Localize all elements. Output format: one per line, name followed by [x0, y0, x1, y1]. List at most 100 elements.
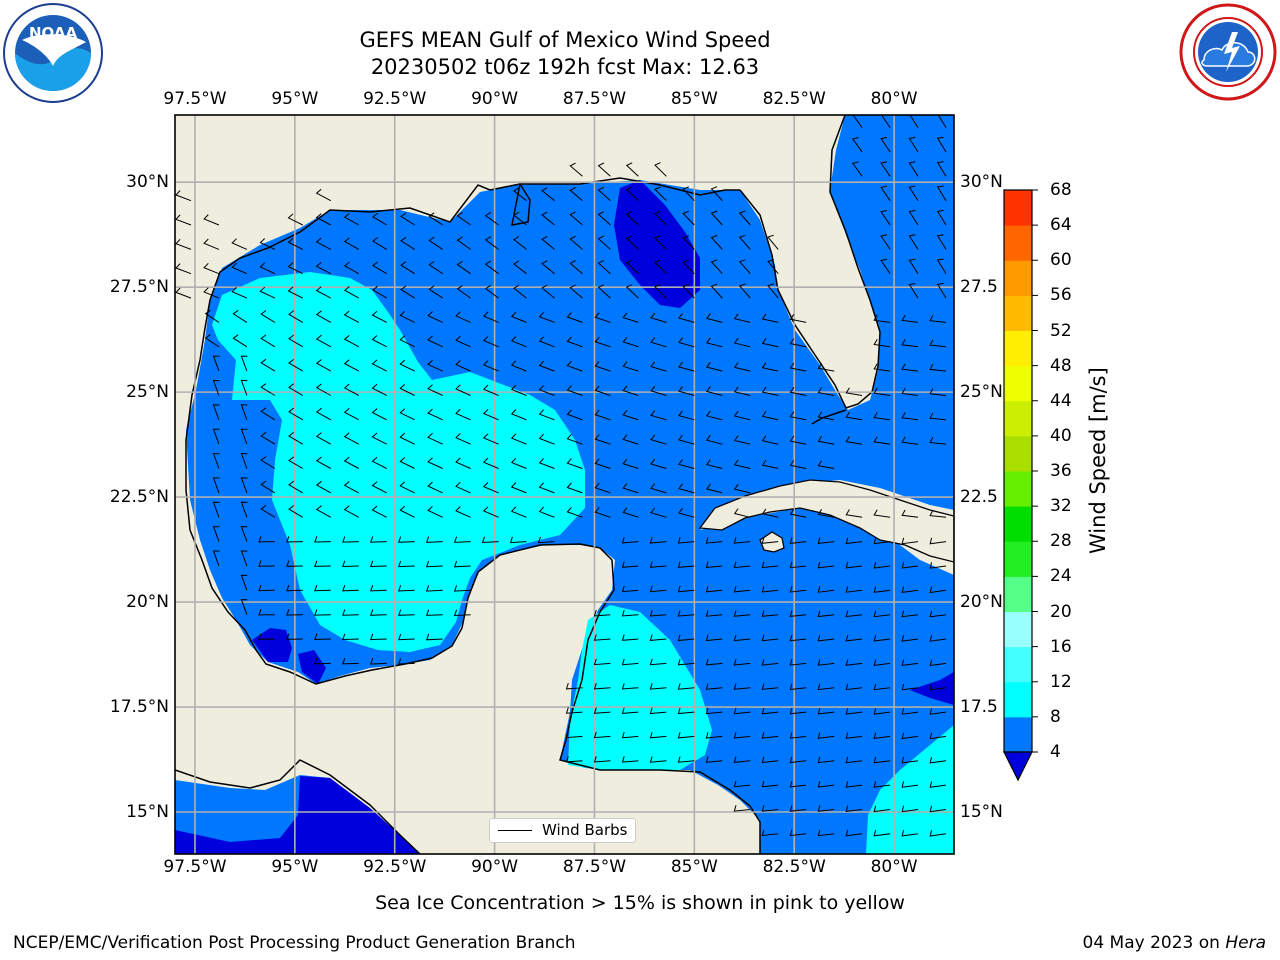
wind-barb: [789, 314, 807, 323]
gulf-wind-8-12-region: [212, 272, 585, 652]
colorbar-tick-label: 68: [1050, 180, 1072, 200]
wind-barb: [761, 338, 779, 348]
wind-barb: [342, 536, 359, 543]
wind-barb: [936, 258, 947, 274]
wind-barb: [908, 185, 919, 201]
noaa-logo-text: NOAA: [29, 24, 78, 42]
wind-barb: [212, 404, 220, 420]
wind-barb: [789, 610, 807, 617]
wind-barb: [901, 562, 919, 569]
wind-barb: [315, 237, 332, 250]
wind-barb: [565, 682, 583, 690]
wind-barb: [705, 610, 723, 617]
wind-barb: [908, 136, 919, 153]
wind-barb: [678, 386, 695, 396]
colorbar-segment: [1004, 611, 1032, 648]
wind-barb: [260, 334, 276, 348]
wind-barb: [288, 359, 304, 372]
calm-region-pacific: [175, 776, 420, 854]
wind-barb: [649, 756, 667, 763]
wind-barb: [484, 284, 499, 299]
colorbar-tick-label: 48: [1050, 355, 1072, 376]
wind-barb: [482, 360, 499, 372]
wind-barb: [287, 213, 304, 226]
wind-barb: [427, 506, 443, 518]
wind-barb: [678, 434, 695, 445]
wind-barb: [622, 458, 639, 469]
wind-barb: [240, 355, 248, 372]
wind-barb: [873, 805, 891, 813]
colorbar-segment: [1004, 260, 1032, 296]
wind-barb: [597, 162, 611, 177]
wind-barb: [873, 756, 891, 764]
wind-barb: [761, 805, 779, 812]
wind-barb: [342, 633, 359, 641]
wind-barb: [371, 456, 387, 469]
wind-barb: [286, 584, 303, 592]
wind-barb: [682, 210, 695, 226]
wind-barb: [682, 235, 695, 250]
wind-barb: [537, 536, 555, 544]
wind-barb: [342, 658, 359, 665]
wind-barb: [649, 658, 667, 666]
footer-machine: Hera: [1225, 933, 1266, 953]
wind-barb: [455, 408, 471, 421]
colorbar-segment: [1004, 365, 1032, 402]
wind-barb: [625, 284, 639, 299]
wind-barb: [288, 480, 304, 494]
wind-barb: [204, 309, 220, 323]
wind-barb: [400, 261, 415, 275]
wind-barb: [873, 781, 891, 788]
wind-barb: [650, 434, 667, 445]
wind-barb: [566, 458, 583, 469]
wind-barb: [650, 410, 667, 421]
wind-barb: [845, 634, 863, 642]
wind-barb: [873, 412, 891, 421]
wind-barb: [594, 458, 611, 469]
wind-barb: [649, 537, 667, 544]
wind-barb: [212, 550, 220, 567]
wind-barb: [817, 829, 835, 837]
wind-barb: [845, 561, 863, 569]
wind-barb: [369, 633, 387, 641]
wind-barb: [901, 610, 919, 618]
wind-barb: [733, 313, 751, 323]
wind-barb: [761, 659, 779, 666]
wind-barb: [231, 262, 248, 275]
wind-barb: [761, 411, 779, 421]
wind-barb: [371, 359, 387, 372]
wind-barb: [650, 312, 667, 323]
wind-barb: [649, 683, 667, 690]
wind-barb: [212, 477, 220, 494]
wind-barb: [482, 408, 499, 421]
wind-barb: [705, 707, 723, 715]
wind-barb: [767, 283, 779, 299]
wind-barb: [594, 312, 611, 323]
wind-barb: [509, 536, 527, 544]
wind-barb: [845, 659, 863, 666]
wind-barb: [817, 683, 835, 691]
wind-barb: [513, 260, 527, 275]
lon-tick-label-top: 90°W: [471, 89, 519, 109]
colorbar-tick-label: 36: [1050, 461, 1072, 481]
wind-barb: [427, 457, 443, 469]
wind-barb: [901, 708, 919, 715]
lon-tick-label-top: 82.5°W: [762, 89, 826, 109]
wind-barb: [845, 756, 863, 764]
wind-barb: [212, 526, 220, 542]
wind-barb: [482, 457, 499, 469]
wind-barb: [873, 387, 891, 396]
wind-barb: [456, 260, 471, 275]
wind-barb: [425, 585, 443, 592]
wind-barb: [873, 732, 891, 739]
map-frame: [174, 114, 955, 855]
wind-barb: [901, 314, 919, 323]
wind-barb: [456, 212, 471, 226]
wind-barb: [597, 259, 611, 275]
wind-barb: [343, 335, 360, 348]
wind-barb: [260, 480, 276, 494]
wind-barb: [372, 285, 387, 299]
wind-barb: [456, 285, 471, 299]
colorbar-tick-label: 56: [1050, 285, 1072, 306]
